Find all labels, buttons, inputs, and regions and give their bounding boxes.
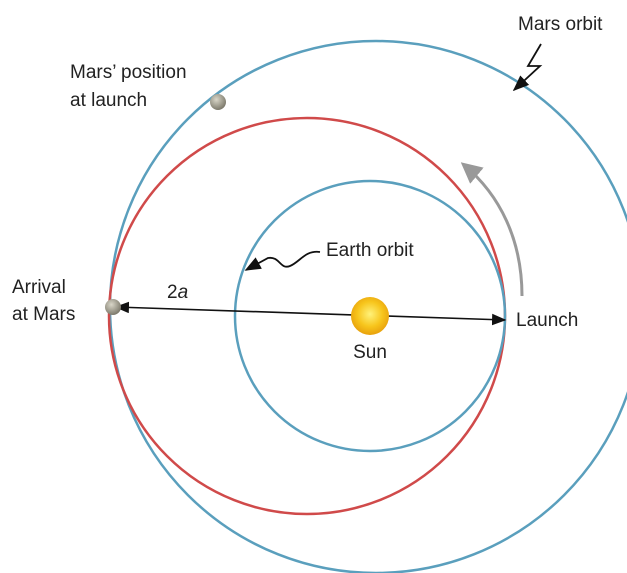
sun-label: Sun: [353, 342, 387, 363]
mars-position-label: Mars’ position: [70, 62, 187, 83]
transfer-orbit: [107, 116, 507, 516]
arrival-label: Arrival: [12, 277, 66, 298]
mars-position-label: at launch: [70, 90, 147, 111]
sun: [351, 297, 389, 335]
major-axis-arrow: [114, 301, 507, 326]
launch-label: Launch: [516, 310, 578, 331]
earth-orbit-pointer: [244, 250, 321, 271]
mars-at-arrival: [105, 299, 121, 315]
major-axis-label: 2a: [167, 282, 188, 303]
mars-orbit-pointer: [512, 43, 543, 92]
direction-arrow: [460, 162, 524, 297]
mars-orbit-label: Mars orbit: [518, 14, 603, 35]
major-axis-factor: 2: [167, 282, 178, 303]
mars-at-launch: [210, 94, 226, 110]
arrival-label: at Mars: [12, 304, 75, 325]
earth-orbit-label: Earth orbit: [326, 240, 414, 261]
major-axis-symbol: a: [178, 282, 189, 303]
